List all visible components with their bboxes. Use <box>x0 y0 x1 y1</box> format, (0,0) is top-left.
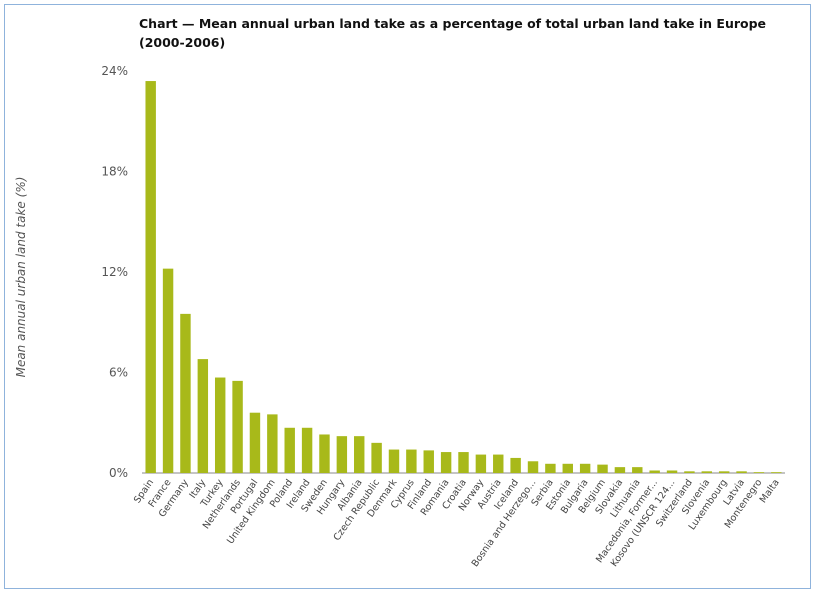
bar <box>336 436 348 473</box>
y-tick-label: 0% <box>109 466 128 480</box>
y-tick-label: 12% <box>101 265 128 279</box>
bar <box>267 414 278 473</box>
bar <box>736 471 747 473</box>
bar <box>458 452 469 473</box>
bar <box>406 449 417 473</box>
bar <box>319 434 330 473</box>
bar <box>545 463 556 473</box>
bar <box>354 436 365 473</box>
bar <box>249 412 261 473</box>
bar <box>440 452 452 473</box>
bar <box>771 472 782 473</box>
bar <box>527 461 539 473</box>
bar <box>232 380 243 473</box>
bar <box>579 463 591 473</box>
bar <box>493 454 504 473</box>
bar <box>632 467 643 473</box>
bar <box>562 463 573 473</box>
bar <box>614 467 626 473</box>
chart-frame <box>4 4 811 589</box>
bar <box>284 427 295 473</box>
chart-title: Chart — Mean annual urban land take as a… <box>139 16 767 50</box>
y-tick-label: 24% <box>101 64 128 78</box>
bar <box>475 454 487 473</box>
bar <box>753 472 765 473</box>
bar <box>666 470 678 473</box>
bar <box>597 464 608 473</box>
bar <box>162 268 174 473</box>
bar <box>649 470 660 473</box>
y-tick-label: 18% <box>101 165 128 179</box>
bar <box>388 449 400 473</box>
bar <box>145 81 156 474</box>
bar <box>371 442 382 473</box>
bar <box>301 427 313 473</box>
bar <box>510 457 521 473</box>
bar <box>684 471 695 473</box>
bar <box>701 471 713 473</box>
bar <box>197 359 209 473</box>
y-tick-label: 6% <box>109 366 128 380</box>
bar <box>214 377 226 473</box>
bar <box>718 471 730 473</box>
bar <box>180 313 191 473</box>
bar <box>423 450 434 473</box>
